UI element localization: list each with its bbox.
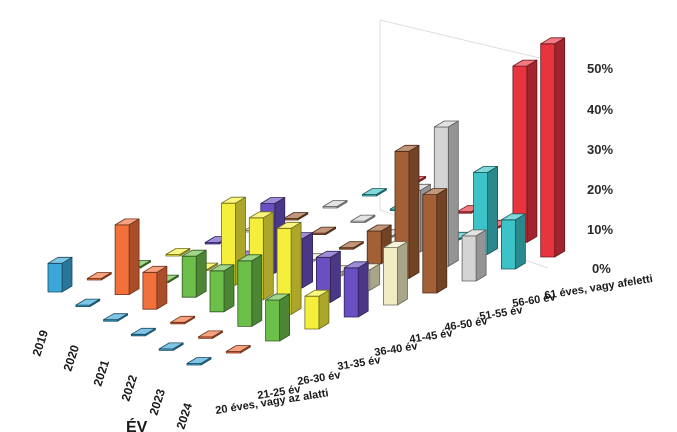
bar-2024-26-30-v (265, 293, 291, 342)
bar-2020-21-25-v (114, 218, 140, 296)
x-axis-title: ÉV (126, 417, 148, 432)
year-label-2024: 2024 (174, 401, 196, 431)
bar-2024-31-35-v (304, 289, 330, 330)
bar-2024-20-ves-vagy-az-alatti (186, 357, 212, 366)
z-tick-10: 10% (587, 222, 613, 237)
bar-2020-51-55-v (350, 214, 376, 224)
bar-2019-51-55-v (322, 200, 348, 209)
year-label-2021: 2021 (91, 358, 113, 388)
bar-2023-26-30-v (237, 254, 263, 327)
bar-2022-20-ves-vagy-az-alatti (130, 327, 156, 337)
bar-2019-31-35-v (165, 248, 191, 257)
bar-2023-20-ves-vagy-az-alatti (158, 342, 184, 351)
year-label-2020: 2020 (61, 343, 83, 373)
year-label-2022: 2022 (119, 373, 141, 403)
bar-2024-51-55-v (461, 229, 487, 282)
bar-2024-36-40-v (343, 261, 369, 318)
age-label-36-40: 36-40 év (374, 340, 420, 359)
z-tick-50: 50% (587, 61, 613, 76)
bar-2022-21-25-v (170, 315, 196, 325)
z-tick-20: 20% (587, 182, 613, 197)
year-label-2019: 2019 (30, 328, 52, 358)
bar-2019-46-50-v (283, 212, 309, 221)
bar-2023-61-ves-vagy-afeletti (512, 59, 538, 243)
bar-2020-20-ves-vagy-az-alatti (75, 298, 101, 308)
bar-2019-21-25-v (86, 272, 112, 281)
bar-2024-46-50-v (422, 188, 448, 294)
bar-2019-56-60-v (361, 188, 387, 197)
year-label-2023: 2023 (147, 387, 169, 417)
bar-2023-31-35-v (276, 221, 302, 315)
age-label-26-30: 26-30 év (297, 369, 343, 388)
bar-2021-20-ves-vagy-az-alatti (103, 313, 128, 322)
z-tick-40: 40% (587, 102, 613, 117)
bar-2021-46-50-v (338, 241, 364, 250)
bar-2022-26-30-v (209, 264, 235, 313)
age-label-61plus: 61 éves, vagy afeletti (544, 273, 654, 302)
bar-2024-21-25-v (225, 345, 251, 354)
bar-2021-26-30-v (181, 249, 207, 298)
bar-2021-21-25-v (142, 265, 168, 310)
age-label-31-35: 31-35 év (337, 354, 383, 373)
z-tick-30: 30% (587, 142, 613, 157)
bar-2024-41-45-v (383, 241, 408, 306)
bar-2019-20-ves-vagy-az-alatti (47, 256, 73, 293)
bar-2020-46-50-v (311, 226, 337, 236)
bar-2023-21-25-v (198, 330, 223, 339)
bar-2024-61-ves-vagy-afeletti (540, 37, 566, 258)
z-tick-0: 0% (592, 261, 611, 276)
bar-2024-56-60-v (500, 213, 526, 270)
bars-layer (47, 37, 566, 366)
